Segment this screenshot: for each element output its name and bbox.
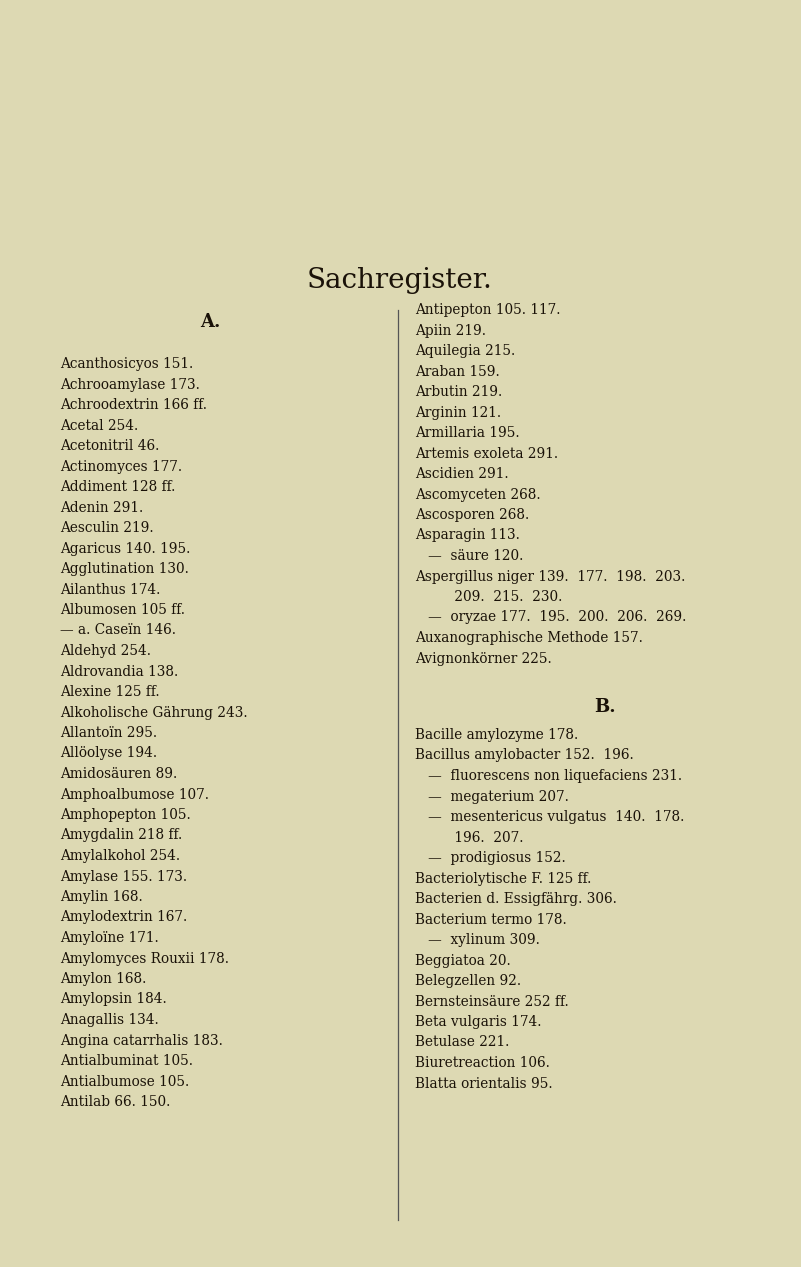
Text: Beggiatoa 20.: Beggiatoa 20. (415, 954, 511, 968)
Text: Aspergillus niger 139.  177.  198.  203.: Aspergillus niger 139. 177. 198. 203. (415, 569, 686, 584)
Text: Achrooamylase 173.: Achrooamylase 173. (60, 378, 200, 392)
Text: Arbutin 219.: Arbutin 219. (415, 385, 502, 399)
Text: Ailanthus 174.: Ailanthus 174. (60, 583, 160, 597)
Text: Actinomyces 177.: Actinomyces 177. (60, 460, 182, 474)
Text: Antialbumose 105.: Antialbumose 105. (60, 1074, 189, 1088)
Text: Antialbuminat 105.: Antialbuminat 105. (60, 1054, 193, 1068)
Text: Ascomyceten 268.: Ascomyceten 268. (415, 488, 541, 502)
Text: Amidosäuren 89.: Amidosäuren 89. (60, 767, 177, 780)
Text: Aldrovandia 138.: Aldrovandia 138. (60, 664, 179, 679)
Text: Amylin 168.: Amylin 168. (60, 889, 143, 903)
Text: A.: A. (199, 313, 220, 331)
Text: Agaricus 140. 195.: Agaricus 140. 195. (60, 541, 191, 555)
Text: Arginin 121.: Arginin 121. (415, 405, 501, 419)
Text: Bacteriolytische F. 125 ff.: Bacteriolytische F. 125 ff. (415, 872, 591, 886)
Text: Armillaria 195.: Armillaria 195. (415, 426, 520, 440)
Text: Amphoalbumose 107.: Amphoalbumose 107. (60, 788, 209, 802)
Text: —  xylinum 309.: — xylinum 309. (415, 933, 540, 946)
Text: Apiin 219.: Apiin 219. (415, 323, 486, 337)
Text: 196.  207.: 196. 207. (415, 830, 524, 845)
Text: —  mesentericus vulgatus  140.  178.: — mesentericus vulgatus 140. 178. (415, 810, 684, 824)
Text: B.: B. (594, 698, 616, 716)
Text: Albumosen 105 ff.: Albumosen 105 ff. (60, 603, 185, 617)
Text: Acetal 254.: Acetal 254. (60, 418, 139, 432)
Text: Araban 159.: Araban 159. (415, 365, 500, 379)
Text: Angina catarrhalis 183.: Angina catarrhalis 183. (60, 1034, 223, 1048)
Text: Acetonitril 46.: Acetonitril 46. (60, 438, 159, 454)
Text: Alkoholische Gährung 243.: Alkoholische Gährung 243. (60, 706, 248, 720)
Text: Anagallis 134.: Anagallis 134. (60, 1014, 159, 1028)
Text: Bacterium termo 178.: Bacterium termo 178. (415, 912, 567, 926)
Text: Betulase 221.: Betulase 221. (415, 1035, 509, 1049)
Text: —  megaterium 207.: — megaterium 207. (415, 789, 569, 803)
Text: Aquilegia 215.: Aquilegia 215. (415, 345, 515, 359)
Text: Ascidien 291.: Ascidien 291. (415, 468, 509, 481)
Text: Allantoïn 295.: Allantoïn 295. (60, 726, 157, 740)
Text: Beta vulgaris 174.: Beta vulgaris 174. (415, 1015, 541, 1029)
Text: Auxanographische Methode 157.: Auxanographische Methode 157. (415, 631, 643, 645)
Text: —  säure 120.: — säure 120. (415, 549, 523, 563)
Text: Belegzellen 92.: Belegzellen 92. (415, 974, 521, 988)
Text: Bacterien d. Essigfährg. 306.: Bacterien d. Essigfährg. 306. (415, 892, 617, 906)
Text: Amylon 168.: Amylon 168. (60, 972, 147, 986)
Text: Adenin 291.: Adenin 291. (60, 500, 143, 514)
Text: Amylalkohol 254.: Amylalkohol 254. (60, 849, 180, 863)
Text: Aesculin 219.: Aesculin 219. (60, 521, 154, 535)
Text: Bacille amylozyme 178.: Bacille amylozyme 178. (415, 729, 578, 742)
Text: Addiment 128 ff.: Addiment 128 ff. (60, 480, 175, 494)
Text: Antipepton 105. 117.: Antipepton 105. 117. (415, 303, 561, 317)
Text: Amylodextrin 167.: Amylodextrin 167. (60, 911, 187, 925)
Text: Sachregister.: Sachregister. (307, 266, 493, 294)
Text: —  fluorescens non liquefaciens 231.: — fluorescens non liquefaciens 231. (415, 769, 682, 783)
Text: Allöolyse 194.: Allöolyse 194. (60, 746, 157, 760)
Text: Agglutination 130.: Agglutination 130. (60, 563, 189, 576)
Text: —  oryzae 177.  195.  200.  206.  269.: — oryzae 177. 195. 200. 206. 269. (415, 611, 686, 625)
Text: — a. Caseïn 146.: — a. Caseïn 146. (60, 623, 176, 637)
Text: Aldehyd 254.: Aldehyd 254. (60, 644, 151, 658)
Text: Antilab 66. 150.: Antilab 66. 150. (60, 1095, 171, 1109)
Text: —  prodigiosus 152.: — prodigiosus 152. (415, 851, 566, 865)
Text: Biuretreaction 106.: Biuretreaction 106. (415, 1055, 549, 1071)
Text: 209.  215.  230.: 209. 215. 230. (415, 590, 562, 604)
Text: Bacillus amylobacter 152.  196.: Bacillus amylobacter 152. 196. (415, 749, 634, 763)
Text: Amylase 155. 173.: Amylase 155. 173. (60, 869, 187, 883)
Text: Avignonkörner 225.: Avignonkörner 225. (415, 651, 552, 665)
Text: Alexine 125 ff.: Alexine 125 ff. (60, 685, 159, 699)
Text: Acanthosicyos 151.: Acanthosicyos 151. (60, 357, 193, 371)
Text: Blatta orientalis 95.: Blatta orientalis 95. (415, 1077, 553, 1091)
Text: Amphopepton 105.: Amphopepton 105. (60, 808, 191, 822)
Text: Asparagin 113.: Asparagin 113. (415, 528, 520, 542)
Text: Bernsteinsäure 252 ff.: Bernsteinsäure 252 ff. (415, 995, 569, 1009)
Text: Artemis exoleta 291.: Artemis exoleta 291. (415, 446, 558, 460)
Text: Amygdalin 218 ff.: Amygdalin 218 ff. (60, 829, 183, 843)
Text: Amyloïne 171.: Amyloïne 171. (60, 931, 159, 945)
Text: Achroodextrin 166 ff.: Achroodextrin 166 ff. (60, 398, 207, 412)
Text: Amylomyces Rouxii 178.: Amylomyces Rouxii 178. (60, 952, 229, 965)
Text: Ascosporen 268.: Ascosporen 268. (415, 508, 529, 522)
Text: Amylopsin 184.: Amylopsin 184. (60, 992, 167, 1006)
